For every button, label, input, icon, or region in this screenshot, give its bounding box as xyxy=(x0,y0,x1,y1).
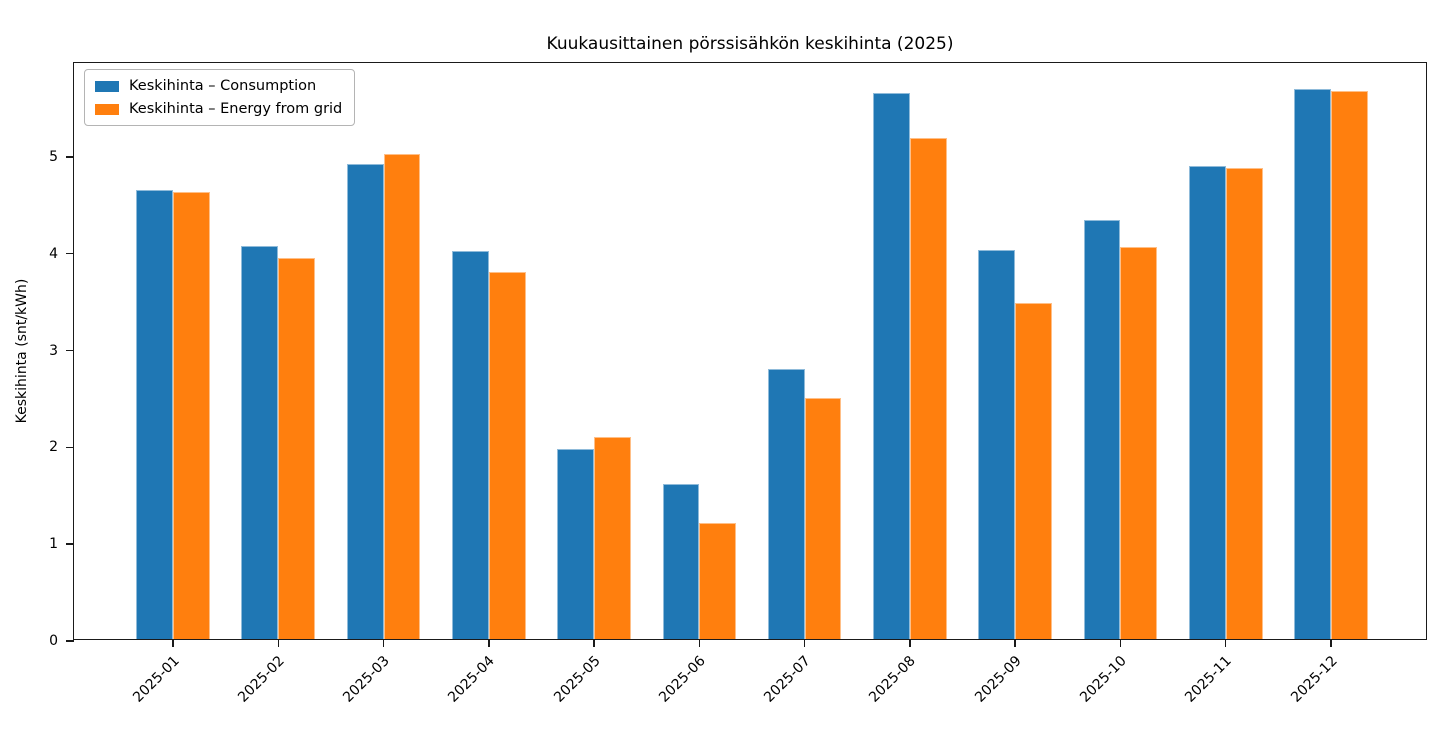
x-tick-label-2025-02: 2025-02 xyxy=(234,653,288,706)
x-tick-label-2025-01: 2025-01 xyxy=(129,653,183,706)
bar-consumption-2025-06 xyxy=(662,484,700,639)
bar-energy-from-grid-2025-05 xyxy=(594,436,631,639)
y-tick-label-5: 5 xyxy=(49,148,58,165)
bar-energy-from-grid-2025-03 xyxy=(383,153,421,639)
y-tick-mark-1 xyxy=(66,543,74,545)
legend-label-consumption: Keskihinta – Consumption xyxy=(129,78,317,94)
x-tick-label-2025-07: 2025-07 xyxy=(761,653,814,706)
x-tick-label-2025-12: 2025-12 xyxy=(1287,653,1341,706)
bar-energy-from-grid-2025-02 xyxy=(278,257,316,639)
x-tick-mark-2025-01 xyxy=(172,639,174,647)
bar-consumption-2025-03 xyxy=(346,163,384,639)
x-tick-label-2025-06: 2025-06 xyxy=(656,653,709,706)
x-tick-mark-2025-11 xyxy=(1224,639,1227,647)
bar-consumption-2025-02 xyxy=(241,245,279,639)
bar-energy-from-grid-2025-04 xyxy=(488,272,526,639)
x-tick-mark-2025-12 xyxy=(1330,639,1332,647)
x-tick-mark-2025-10 xyxy=(1119,639,1122,647)
bar-energy-from-grid-2025-01 xyxy=(173,191,210,639)
bar-consumption-2025-09 xyxy=(978,249,1016,639)
x-tick-label-2025-03: 2025-03 xyxy=(340,653,393,706)
y-tick-label-1: 1 xyxy=(49,536,58,553)
x-tick-mark-2025-03 xyxy=(382,639,385,647)
x-tick-mark-2025-08 xyxy=(909,639,911,647)
x-tick-label-2025-11: 2025-11 xyxy=(1182,653,1236,706)
bar-energy-from-grid-2025-06 xyxy=(699,522,737,639)
x-tick-mark-2025-09 xyxy=(1014,639,1016,647)
bar-consumption-2025-08 xyxy=(873,92,910,639)
legend-swatch-consumption xyxy=(95,80,119,92)
bar-energy-from-grid-2025-09 xyxy=(1015,303,1053,639)
y-tick-label-3: 3 xyxy=(49,342,58,359)
x-tick-mark-2025-06 xyxy=(698,639,701,647)
legend-swatch-energy-from-grid xyxy=(95,103,119,115)
bar-energy-from-grid-2025-08 xyxy=(909,137,947,639)
y-tick-mark-0 xyxy=(66,640,74,642)
y-tick-mark-5 xyxy=(66,156,74,158)
x-tick-label-2025-04: 2025-04 xyxy=(445,653,499,706)
bar-energy-from-grid-2025-11 xyxy=(1225,168,1263,639)
legend-label-energy-from-grid: Keskihinta – Energy from grid xyxy=(129,101,343,117)
bar-energy-from-grid-2025-12 xyxy=(1331,91,1368,639)
bar-energy-from-grid-2025-10 xyxy=(1120,246,1158,639)
bar-energy-from-grid-2025-07 xyxy=(804,397,842,639)
y-tick-label-0: 0 xyxy=(49,633,58,649)
legend: Keskihinta – Consumption Keskihinta – En… xyxy=(84,69,356,126)
bar-consumption-2025-12 xyxy=(1294,89,1331,639)
x-tick-mark-2025-07 xyxy=(803,639,806,647)
y-tick-mark-2 xyxy=(66,446,74,449)
bar-consumption-2025-10 xyxy=(1083,219,1121,639)
bar-consumption-2025-01 xyxy=(136,189,173,639)
x-tick-mark-2025-02 xyxy=(277,639,280,647)
y-tick-label-2: 2 xyxy=(49,439,58,456)
y-tick-mark-4 xyxy=(66,252,74,255)
legend-entry-energy-from-grid: Keskihinta – Energy from grid xyxy=(95,101,342,117)
bar-consumption-2025-11 xyxy=(1188,165,1226,639)
plot-area: 0 1 2 3 4 5 2025-01 2025-02 2025-03 2025-04 2025-0… xyxy=(49,62,1427,706)
y-tick-mark-3 xyxy=(66,349,74,352)
legend-entry-consumption: Keskihinta – Consumption xyxy=(95,78,342,94)
x-tick-mark-2025-05 xyxy=(593,639,595,647)
chart-title: Kuukausittainen pörssisähkön keskihinta … xyxy=(546,34,954,54)
x-tick-label-2025-10: 2025-10 xyxy=(1077,653,1130,706)
bar-consumption-2025-05 xyxy=(557,449,595,639)
x-tick-label-2025-05: 2025-05 xyxy=(550,653,604,706)
x-tick-mark-2025-04 xyxy=(488,639,490,647)
x-tick-label-2025-09: 2025-09 xyxy=(971,653,1025,706)
bar-consumption-2025-04 xyxy=(451,250,489,639)
bar-consumption-2025-07 xyxy=(767,368,805,639)
x-tick-label-2025-08: 2025-08 xyxy=(866,653,920,706)
y-tick-label-4: 4 xyxy=(49,245,58,262)
